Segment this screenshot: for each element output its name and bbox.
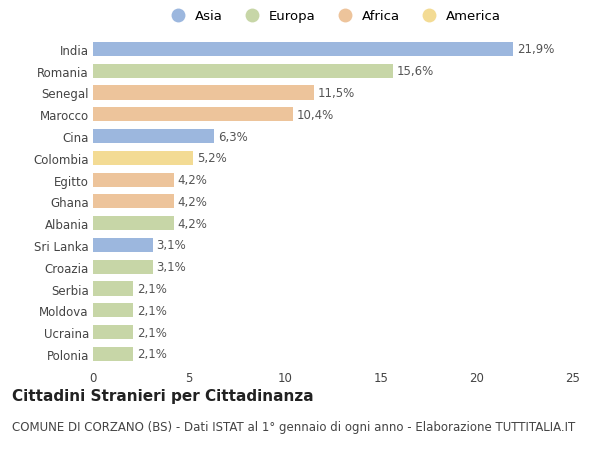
Text: 15,6%: 15,6% xyxy=(397,65,434,78)
Bar xyxy=(93,347,133,361)
Bar xyxy=(93,303,133,318)
Bar xyxy=(93,282,133,296)
Legend: Asia, Europa, Africa, America: Asia, Europa, Africa, America xyxy=(164,10,502,23)
Text: 21,9%: 21,9% xyxy=(517,43,554,56)
Bar xyxy=(93,325,133,340)
Text: 3,1%: 3,1% xyxy=(157,239,186,252)
Bar xyxy=(93,195,173,209)
Bar xyxy=(93,108,293,122)
Text: 11,5%: 11,5% xyxy=(317,87,355,100)
Text: 4,2%: 4,2% xyxy=(178,196,208,208)
Bar xyxy=(93,173,173,187)
Text: 10,4%: 10,4% xyxy=(296,108,334,122)
Bar xyxy=(93,64,392,78)
Text: 3,1%: 3,1% xyxy=(157,261,186,274)
Bar xyxy=(93,129,214,144)
Bar xyxy=(93,43,514,57)
Text: 4,2%: 4,2% xyxy=(178,174,208,187)
Text: COMUNE DI CORZANO (BS) - Dati ISTAT al 1° gennaio di ogni anno - Elaborazione TU: COMUNE DI CORZANO (BS) - Dati ISTAT al 1… xyxy=(12,420,575,433)
Text: 5,2%: 5,2% xyxy=(197,152,226,165)
Text: 2,1%: 2,1% xyxy=(137,326,167,339)
Text: Cittadini Stranieri per Cittadinanza: Cittadini Stranieri per Cittadinanza xyxy=(12,388,314,403)
Text: 2,1%: 2,1% xyxy=(137,282,167,296)
Bar xyxy=(93,151,193,166)
Text: 4,2%: 4,2% xyxy=(178,217,208,230)
Bar xyxy=(93,238,152,252)
Text: 6,3%: 6,3% xyxy=(218,130,248,143)
Text: 2,1%: 2,1% xyxy=(137,304,167,317)
Text: 2,1%: 2,1% xyxy=(137,347,167,361)
Bar xyxy=(93,217,173,231)
Bar xyxy=(93,260,152,274)
Bar xyxy=(93,86,314,101)
